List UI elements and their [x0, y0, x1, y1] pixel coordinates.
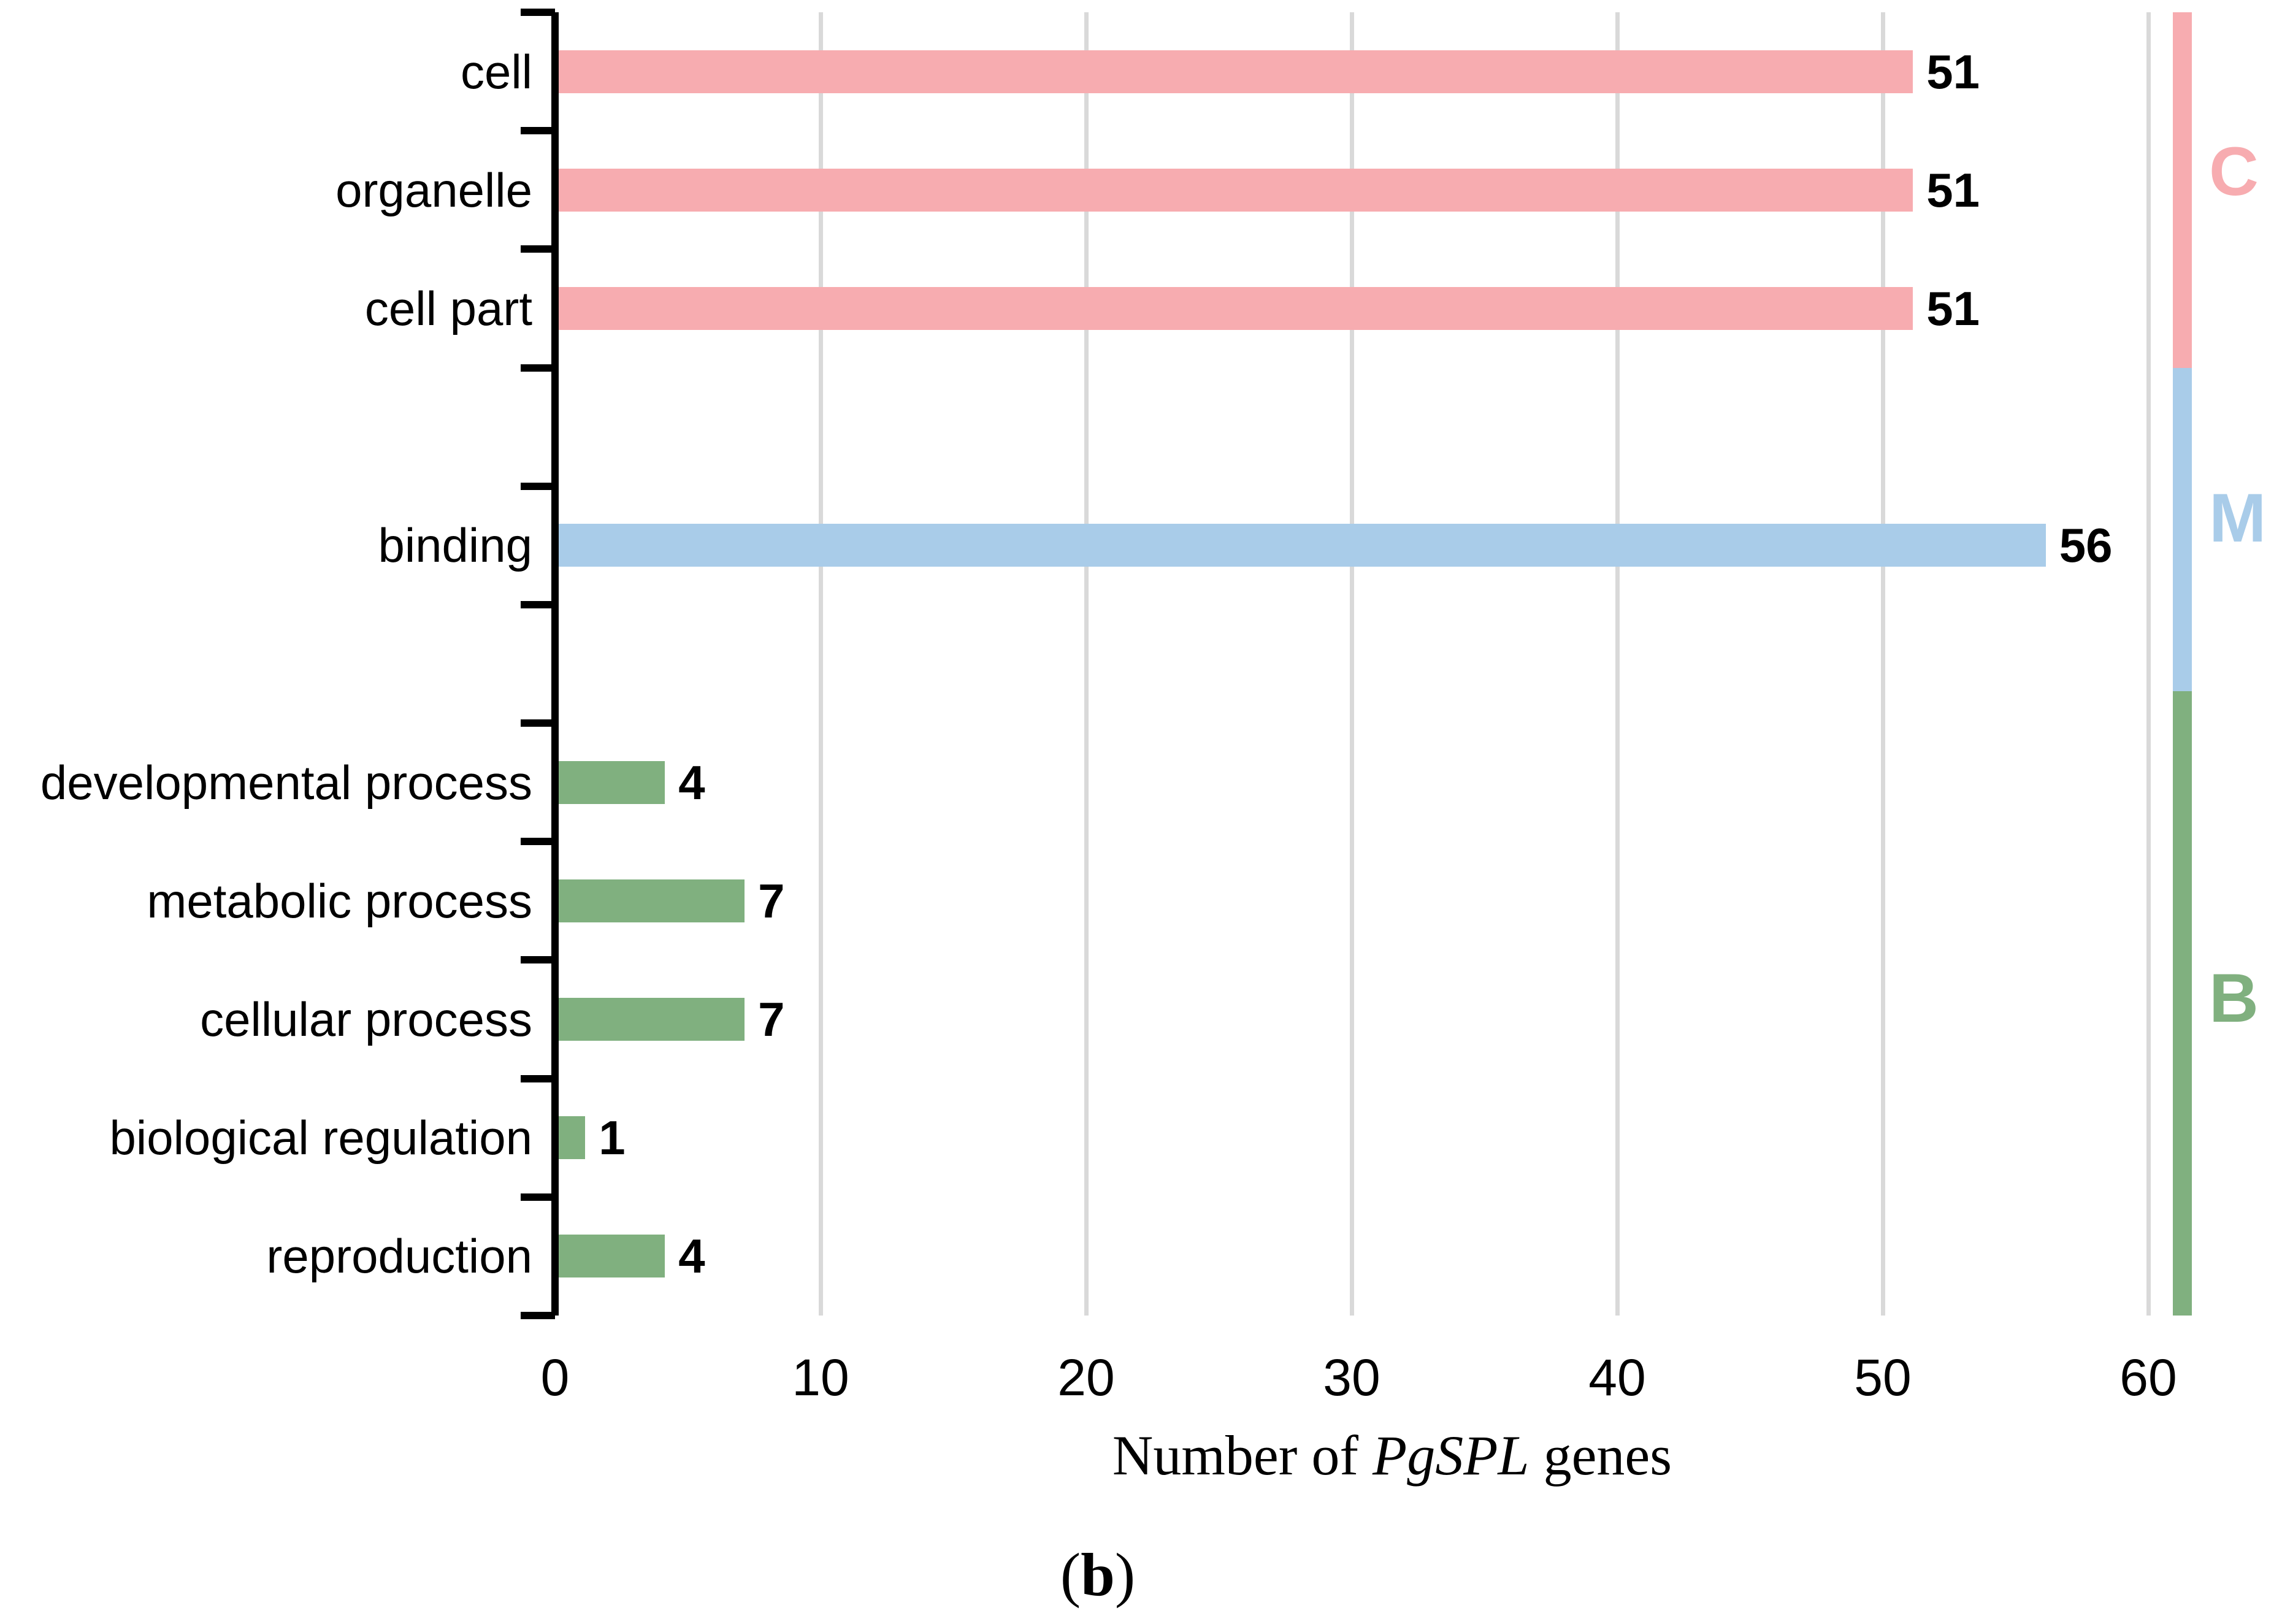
- gridline-40: [1615, 12, 1620, 1316]
- value-label-binding: 56: [2059, 518, 2113, 573]
- x-tick-label-60: 60: [2119, 1349, 2177, 1406]
- gridline-10: [818, 12, 823, 1316]
- bar-cell: [559, 50, 1913, 93]
- category-label-developmental-process: developmental process: [40, 755, 532, 810]
- x-tick-label-50: 50: [1854, 1349, 1912, 1406]
- caption-close-paren: ): [1114, 1541, 1136, 1609]
- category-label-binding: binding: [378, 518, 532, 573]
- value-label-organelle: 51: [1926, 163, 1980, 217]
- x-axis-title-suffix: genes: [1529, 1424, 1672, 1487]
- caption-open-paren: (: [1060, 1541, 1081, 1609]
- x-tick-label-0: 0: [540, 1349, 570, 1406]
- x-tick-label-20: 20: [1057, 1349, 1115, 1406]
- group-letter-M: M: [2209, 480, 2267, 556]
- value-label-cell: 51: [1926, 44, 1980, 99]
- category-label-reproduction: reproduction: [266, 1229, 532, 1284]
- category-label-metabolic-process: metabolic process: [147, 873, 532, 928]
- x-tick-label-40: 40: [1588, 1349, 1646, 1406]
- gridline-20: [1084, 12, 1089, 1316]
- group-strip-C: [2173, 12, 2192, 368]
- y-axis-line: [551, 12, 559, 1316]
- y-axis-tick: [521, 482, 555, 490]
- y-axis-tick: [521, 364, 555, 372]
- caption-letter: b: [1081, 1541, 1115, 1609]
- value-label-cellular-process: 7: [758, 992, 785, 1047]
- bar-cell-part: [559, 286, 1913, 330]
- gridline-50: [1880, 12, 1885, 1316]
- x-tick-label-30: 30: [1323, 1349, 1380, 1406]
- y-axis-tick: [521, 838, 555, 846]
- bar-developmental-process: [559, 760, 665, 804]
- y-axis-tick: [521, 127, 555, 135]
- category-label-biological-regulation: biological regulation: [109, 1111, 532, 1165]
- bar-metabolic-process: [559, 879, 745, 922]
- group-strip-B: [2173, 691, 2192, 1316]
- bar-reproduction: [559, 1235, 665, 1278]
- group-strip-M: [2173, 368, 2192, 691]
- category-label-cellular-process: cellular process: [200, 992, 532, 1047]
- gridline-60: [2146, 12, 2151, 1316]
- y-axis-tick: [521, 9, 555, 16]
- y-axis-tick: [521, 719, 555, 727]
- bar-biological-regulation: [559, 1116, 586, 1160]
- y-axis-tick: [521, 245, 555, 253]
- x-axis-title-gene-name: PgSPL: [1373, 1424, 1530, 1487]
- value-label-metabolic-process: 7: [758, 873, 785, 928]
- value-label-developmental-process: 4: [678, 755, 705, 810]
- value-label-cell-part: 51: [1926, 281, 1980, 335]
- y-axis-tick: [521, 1312, 555, 1319]
- group-letter-B: B: [2209, 960, 2259, 1036]
- y-axis-tick: [521, 956, 555, 964]
- y-axis-tick: [521, 600, 555, 608]
- x-axis-title: Number of PgSPL genes: [555, 1423, 2229, 1488]
- category-label-organelle: organelle: [335, 163, 532, 217]
- figure-caption: (b): [0, 1539, 2196, 1610]
- gridline-30: [1349, 12, 1354, 1316]
- category-label-cell-part: cell part: [364, 281, 532, 335]
- bar-organelle: [559, 168, 1913, 212]
- bar-binding: [559, 524, 2046, 567]
- bar-cellular-process: [559, 998, 745, 1041]
- category-label-cell: cell: [460, 44, 532, 99]
- x-axis-title-prefix: Number of: [1112, 1424, 1373, 1487]
- x-tick-label-10: 10: [792, 1349, 849, 1406]
- value-label-biological-regulation: 1: [599, 1111, 626, 1165]
- y-axis-tick: [521, 1193, 555, 1201]
- y-axis-tick: [521, 1074, 555, 1082]
- group-letter-C: C: [2209, 133, 2259, 210]
- value-label-reproduction: 4: [678, 1229, 705, 1284]
